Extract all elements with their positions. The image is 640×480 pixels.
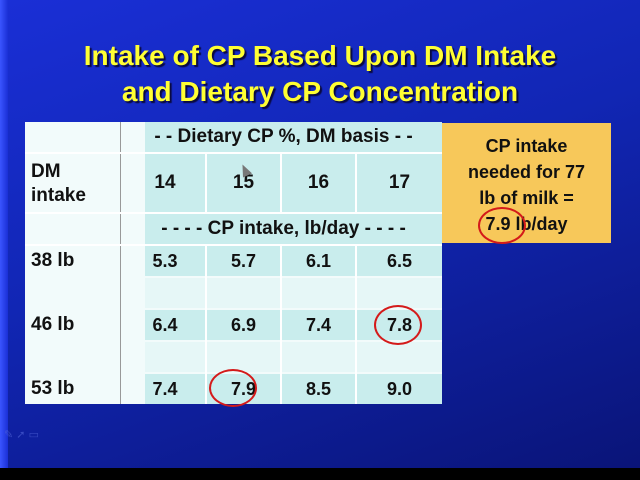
cell-38-14: 5.3 <box>152 250 178 271</box>
cp-intake-header: - - - - CP intake, lb/day - - - - <box>161 218 406 239</box>
row-label-38: 38 lb <box>31 250 75 271</box>
spacer-band-2 <box>145 342 442 372</box>
title-line-1: Intake of CP Based Upon DM Intake <box>83 40 557 71</box>
cp-level-14: 14 <box>154 172 176 193</box>
cell-46-14: 6.4 <box>152 314 178 335</box>
grid-vline-c3b <box>280 246 282 404</box>
slide-title: Intake of CP Based Upon DM Intake and Di… <box>20 38 620 110</box>
row-band-38 <box>145 246 442 276</box>
cell-38-16: 6.1 <box>305 250 332 271</box>
note-line-2: needed for 77 <box>467 162 586 182</box>
cp-intake-table: - - Dietary CP %, DM basis - - DM intake… <box>25 122 442 407</box>
row-band-53 <box>145 374 442 404</box>
cell-53-17: 9.0 <box>386 378 413 399</box>
grid-vline-c3 <box>280 154 282 212</box>
menu-icon[interactable]: ▭ <box>28 429 39 441</box>
header-band-mid <box>145 214 442 244</box>
grid-vline-c2 <box>205 154 207 212</box>
cp-level-17: 17 <box>388 172 411 193</box>
cp-level-15: 15 <box>232 172 255 193</box>
slide: Intake of CP Based Upon DM Intake and Di… <box>0 0 640 468</box>
note-value-wrap: 7.9 <box>478 207 527 244</box>
row-label-53: 53 lb <box>31 378 75 399</box>
dm-intake-line-2: intake <box>31 185 86 206</box>
row-label-46: 46 lb <box>31 314 75 335</box>
slideshow-toolbar: ✎ ➚ ▭ <box>4 428 39 441</box>
cell-38-15: 5.7 <box>230 250 257 271</box>
grid-vline-c4b <box>355 246 357 404</box>
note-line-4: 7.9 lb/day <box>442 207 611 244</box>
dm-intake-header: DM intake <box>31 156 121 212</box>
grid-hline-2 <box>25 212 442 214</box>
highlight-circle-53-15 <box>209 369 257 407</box>
header-band-top <box>145 122 442 152</box>
dm-intake-line-1: DM <box>31 161 61 182</box>
cell-46-16: 7.4 <box>305 314 332 335</box>
cell-53-14: 7.4 <box>152 378 178 399</box>
pen-icon[interactable]: ✎ <box>4 429 14 441</box>
grid-vline-c4 <box>355 154 357 212</box>
grid-hline-3 <box>25 244 442 246</box>
highlight-circle-46-17 <box>374 305 422 345</box>
note-highlight-circle <box>478 207 527 244</box>
title-line-2: and Dietary CP Concentration <box>121 76 519 107</box>
cell-46-15: 6.9 <box>230 314 257 335</box>
cell-53-16: 8.5 <box>305 378 332 399</box>
grid-hline-1 <box>25 152 442 154</box>
note-line-1: CP intake <box>485 136 568 156</box>
note-line-3: lb of milk = <box>479 188 574 208</box>
grid-vline-c2b <box>205 246 207 404</box>
cell-38-17: 6.5 <box>386 250 413 271</box>
spacer-band-1 <box>145 278 442 308</box>
cp-requirement-note: CP intake needed for 77 lb of milk = 7.9… <box>442 123 611 244</box>
arrow-icon[interactable]: ➚ <box>16 429 26 441</box>
header-band-levels <box>145 154 442 212</box>
note-unit: lb/day <box>510 214 568 234</box>
grid-vline-label <box>120 122 121 404</box>
bottom-bar <box>0 468 640 480</box>
cp-level-16: 16 <box>307 172 330 193</box>
dietary-cp-header: - - Dietary CP %, DM basis - - <box>154 126 413 147</box>
